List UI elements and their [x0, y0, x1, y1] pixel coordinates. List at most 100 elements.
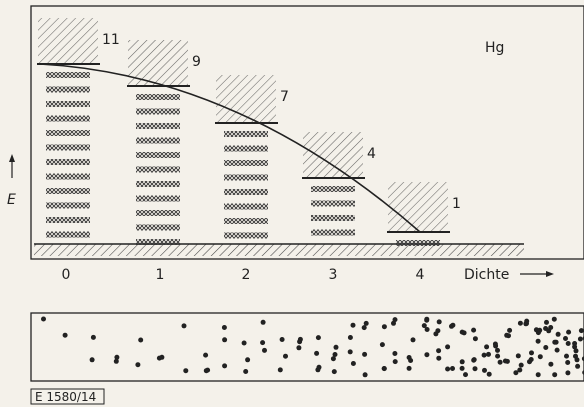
- density-dot: [435, 328, 441, 334]
- density-dot: [548, 361, 554, 367]
- energy-level-bar: [46, 130, 90, 136]
- level-column-0: 11: [37, 18, 120, 238]
- energy-level-bar: [224, 189, 268, 195]
- density-dot: [555, 331, 561, 337]
- density-dot: [529, 350, 534, 356]
- density-axis-label: Dichte: [464, 267, 509, 283]
- energy-level-bar: [46, 188, 90, 194]
- density-dot: [484, 344, 490, 350]
- density-dot: [297, 336, 303, 342]
- energy-level-bar: [136, 108, 180, 115]
- density-dot: [581, 356, 584, 362]
- diagram-frame: [30, 5, 584, 260]
- energy-level-bar: [224, 232, 268, 239]
- energy-level-bar: [46, 231, 90, 238]
- density-dot: [138, 337, 144, 343]
- energy-level-bar: [224, 131, 268, 137]
- level-count-label: 9: [192, 54, 201, 70]
- energy-level-bar: [136, 137, 180, 144]
- density-dot: [554, 347, 560, 353]
- density-dot: [445, 366, 451, 372]
- energy-level-bar: [46, 101, 90, 107]
- density-tick-label: 4: [416, 267, 425, 283]
- density-dot: [333, 344, 339, 350]
- energy-level-bar: [224, 174, 268, 181]
- energy-level-bar: [46, 115, 90, 122]
- density-dot: [564, 353, 569, 359]
- continuum-block: [38, 18, 98, 64]
- density-dot: [544, 319, 549, 325]
- level-count-label: 7: [280, 89, 289, 105]
- density-dot: [486, 371, 492, 377]
- density-dot: [552, 372, 558, 378]
- density-arrowhead: [546, 271, 554, 277]
- density-dot: [459, 329, 465, 335]
- density-dot: [463, 372, 468, 378]
- density-dot: [566, 329, 572, 335]
- element-label: Hg: [485, 40, 504, 56]
- density-dot: [316, 364, 322, 370]
- density-dot: [379, 342, 385, 348]
- density-dot: [565, 341, 571, 346]
- energy-level-bar: [136, 123, 180, 129]
- density-dot: [222, 363, 228, 369]
- energy-curve: [39, 63, 421, 233]
- density-dot: [528, 357, 534, 362]
- density-dot: [495, 347, 500, 353]
- energy-level-bar: [46, 217, 90, 223]
- density-dot: [537, 354, 543, 360]
- energy-level-bar: [224, 160, 268, 166]
- density-dot: [543, 326, 549, 331]
- density-dot: [221, 325, 227, 330]
- density-dot: [41, 316, 46, 322]
- density-dot: [552, 339, 558, 345]
- density-strip-frame: [30, 312, 584, 382]
- energy-level-bar: [224, 203, 268, 210]
- energy-level-bar: [311, 229, 355, 236]
- density-dot: [517, 367, 523, 373]
- density-dot: [513, 370, 519, 376]
- density-dot: [436, 348, 442, 354]
- energy-level-bar: [224, 145, 268, 152]
- density-dot: [535, 330, 541, 336]
- continuum-block: [216, 75, 276, 123]
- density-dot: [551, 316, 557, 322]
- density-dot: [445, 344, 451, 350]
- density-dot: [362, 372, 368, 378]
- density-dot: [241, 340, 247, 346]
- density-dot: [497, 359, 503, 365]
- density-dot: [543, 345, 549, 350]
- density-tick-label: 2: [242, 267, 251, 283]
- density-tick-label: 1: [156, 267, 165, 283]
- density-dot: [243, 369, 249, 374]
- density-dot: [362, 351, 368, 357]
- density-dot: [296, 345, 302, 351]
- energy-level-bar: [46, 173, 90, 180]
- density-dot: [459, 365, 465, 371]
- energy-level-bar: [136, 210, 180, 216]
- density-dot: [347, 335, 353, 340]
- density-dot: [523, 321, 529, 327]
- density-dot: [392, 351, 398, 356]
- density-dot: [205, 367, 211, 373]
- density-dot: [363, 320, 369, 326]
- density-dot: [459, 359, 465, 365]
- density-dot: [436, 355, 442, 361]
- density-dot: [183, 368, 189, 374]
- energy-level-bar: [136, 94, 180, 100]
- density-dot: [424, 317, 430, 323]
- density-dot: [424, 352, 430, 358]
- density-dot: [350, 322, 356, 328]
- density-dot: [332, 352, 338, 357]
- density-dot: [90, 334, 96, 340]
- density-dot: [572, 341, 578, 346]
- energy-level-bar: [46, 72, 90, 78]
- energy-level-bar: [136, 224, 180, 231]
- density-dot: [481, 352, 487, 358]
- density-dot: [502, 358, 508, 364]
- energy-level-bar: [224, 218, 268, 224]
- density-dot: [135, 362, 141, 368]
- density-dot: [347, 349, 353, 355]
- density-dot: [486, 351, 491, 357]
